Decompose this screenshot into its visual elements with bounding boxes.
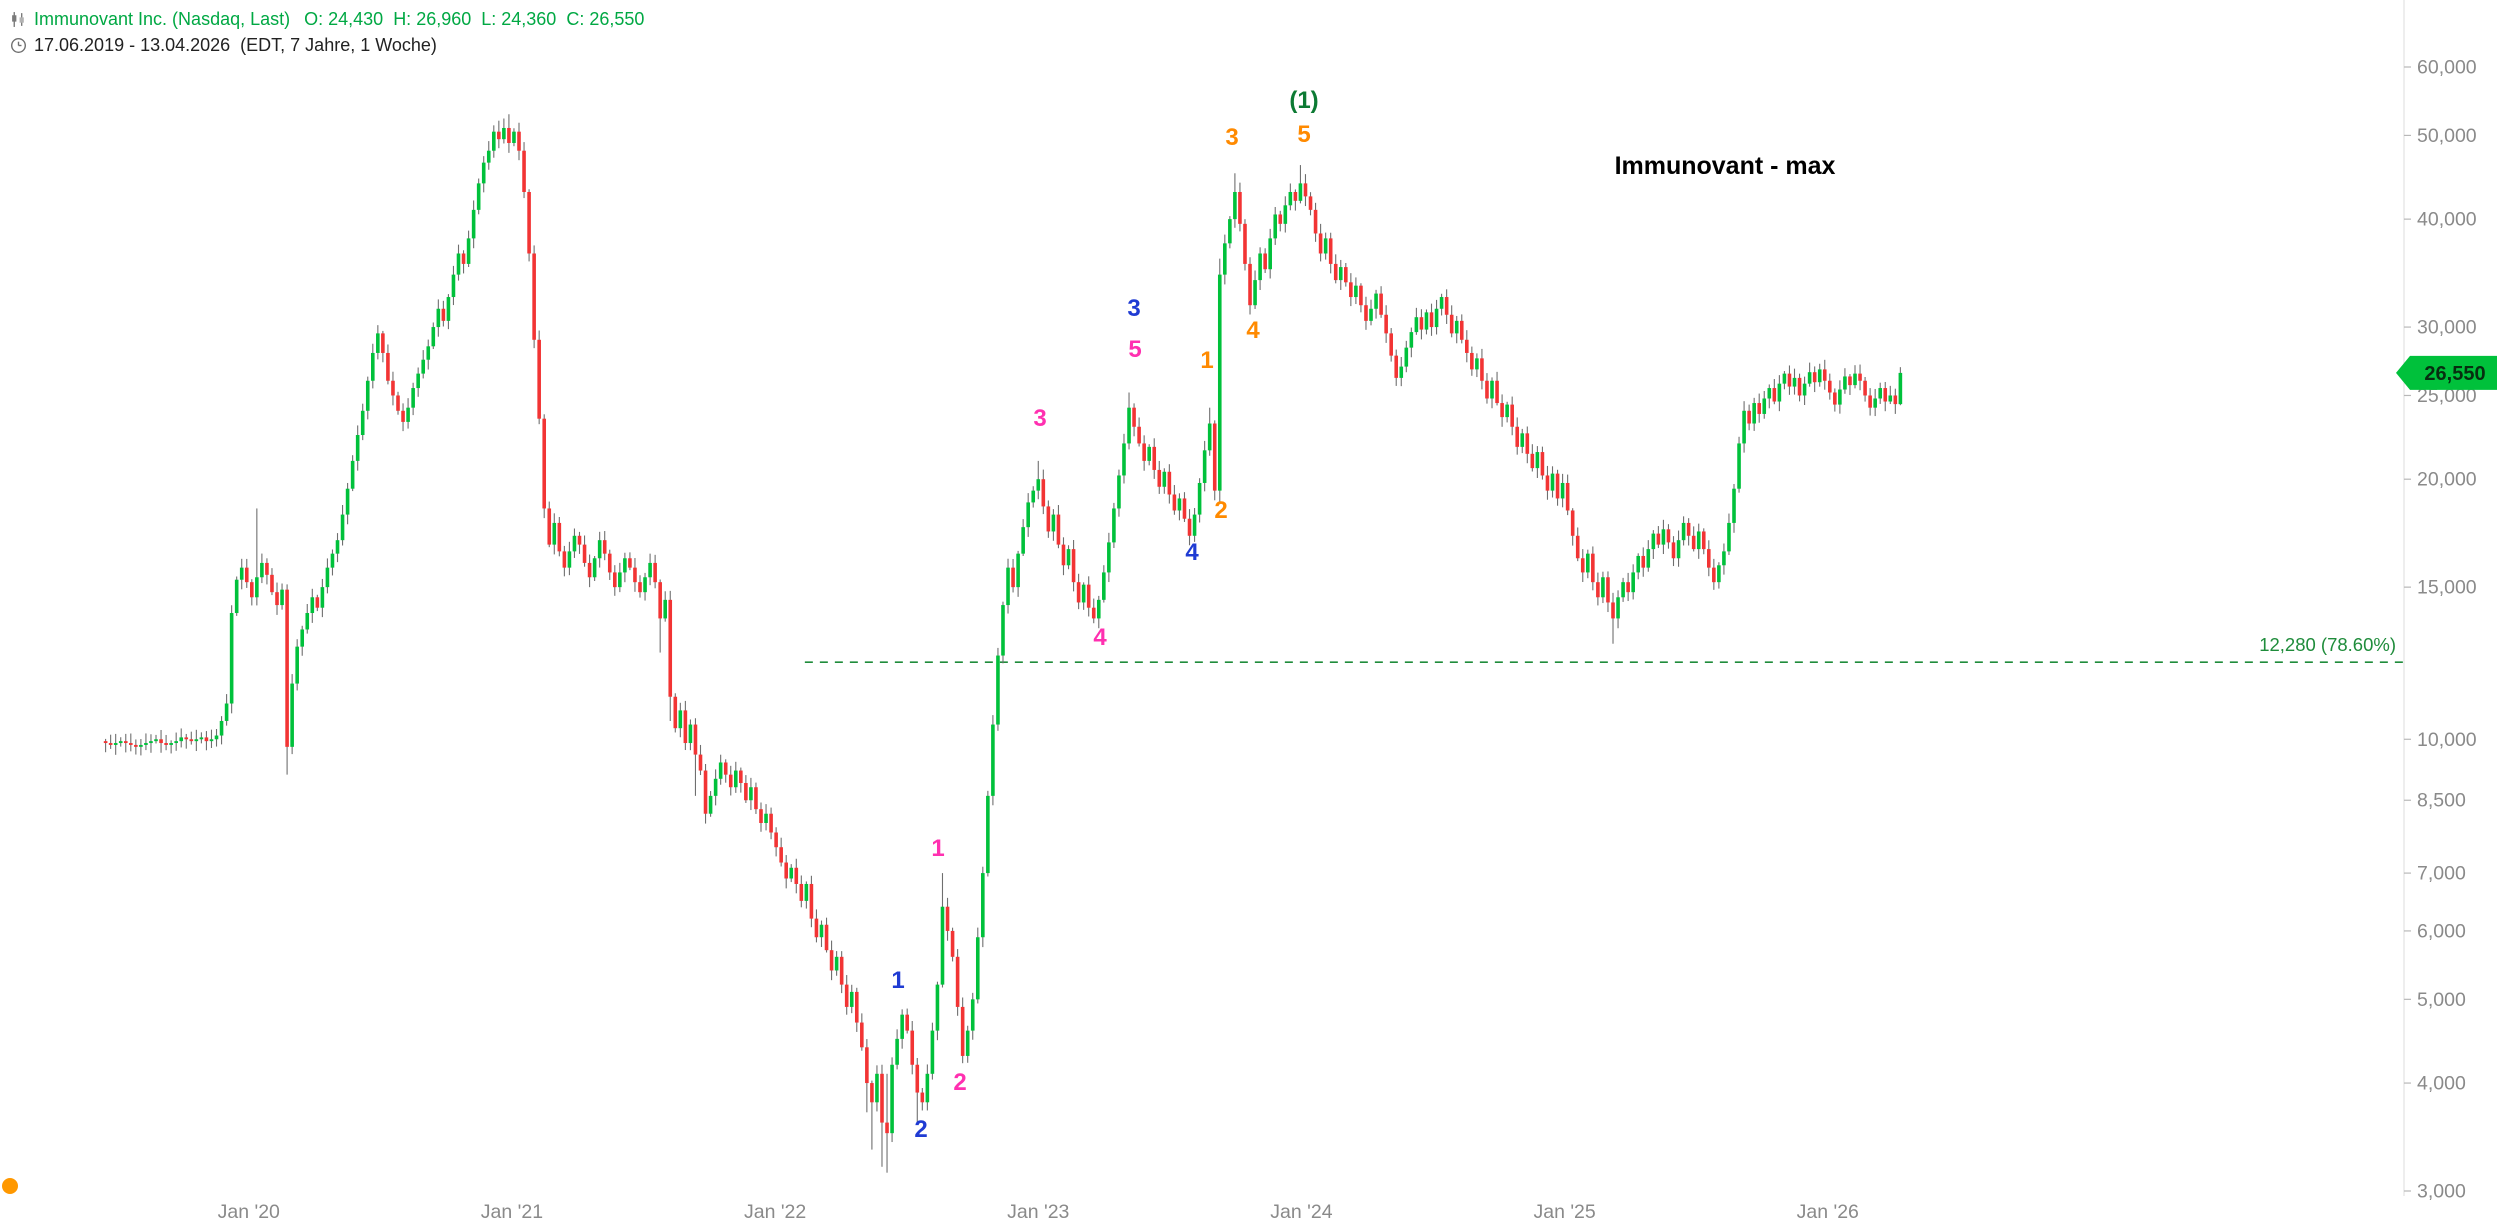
wave-label-4[interactable]: 4 <box>1093 624 1107 651</box>
wave-label-5[interactable]: 5 <box>1297 121 1310 148</box>
timeframe: (EDT, 7 Jahre, 1 Woche) <box>240 34 437 55</box>
y-tick-label: 5,000 <box>2417 989 2466 1011</box>
range-line: 17.06.2019 - 13.04.2026 (EDT, 7 Jahre, 1… <box>10 32 644 58</box>
drawing-tool-dot[interactable] <box>2 1178 18 1194</box>
fib-retracement-line[interactable]: 12,280 (78.60%) <box>804 634 2404 664</box>
y-tick-label: 3,000 <box>2417 1180 2466 1202</box>
y-tick-label: 4,000 <box>2417 1073 2466 1095</box>
wave-label-1[interactable]: 1 <box>1200 347 1213 374</box>
wave-label-3[interactable]: 3 <box>1127 295 1140 322</box>
wave-label-4[interactable]: 4 <box>1246 317 1260 344</box>
chart-watermark-title: Immunovant - max <box>1615 152 1836 180</box>
wave-label-4[interactable]: 4 <box>1185 539 1199 566</box>
y-tick-label: 20,000 <box>2417 469 2477 491</box>
ohlc-close: C: 26,550 <box>566 8 645 29</box>
ohlc-open: O: 24,430 <box>304 8 384 29</box>
y-tick-label: 8,500 <box>2417 790 2466 812</box>
x-tick-label: Jan '22 <box>744 1201 806 1223</box>
instrument-line: Immunovant Inc. (Nasdaq, Last) O: 24,430… <box>10 6 644 32</box>
candlestick-icon <box>10 11 27 28</box>
y-tick-label: 25,000 <box>2417 385 2477 407</box>
clock-icon <box>10 37 27 54</box>
date-range: 17.06.2019 - 13.04.2026 <box>34 34 231 55</box>
x-tick-label: Jan '24 <box>1270 1201 1332 1223</box>
chart-header: Immunovant Inc. (Nasdaq, Last) O: 24,430… <box>10 6 644 58</box>
wave-label-1[interactable]: 1 <box>891 967 904 994</box>
y-tick-label: 50,000 <box>2417 125 2477 147</box>
wave-label-(1)[interactable]: (1) <box>1289 87 1318 114</box>
y-tick-label: 15,000 <box>2417 577 2477 599</box>
wave-label-2[interactable]: 2 <box>914 1116 927 1143</box>
wave-label-3[interactable]: 3 <box>1033 405 1046 432</box>
last-price-badge: 26,550 <box>2396 355 2497 390</box>
wave-label-3[interactable]: 3 <box>1225 124 1238 151</box>
ohlc-low: L: 24,360 <box>481 8 557 29</box>
y-tick-label: 6,000 <box>2417 920 2466 942</box>
elliott-wave-labels[interactable]: 1 2 1 2 3 4 5 3 4 1 2 3 4 5 (1) <box>891 87 1318 1143</box>
y-tick-label: 7,000 <box>2417 863 2466 885</box>
wave-label-2[interactable]: 2 <box>1214 497 1227 524</box>
y-tick-label: 40,000 <box>2417 209 2477 231</box>
ohlc-high: H: 26,960 <box>393 8 472 29</box>
x-tick-label: Jan '21 <box>481 1201 543 1223</box>
x-tick-label: Jan '23 <box>1007 1201 1069 1223</box>
fib-level-label: 12,280 (78.60%) <box>2259 634 2396 655</box>
instrument-name: Immunovant Inc. (Nasdaq, Last) <box>34 8 291 29</box>
x-tick-label: Jan '25 <box>1533 1201 1595 1223</box>
wave-label-5[interactable]: 5 <box>1128 336 1141 363</box>
y-tick-label: 10,000 <box>2417 729 2477 751</box>
x-tick-label: Jan '26 <box>1797 1201 1859 1223</box>
wave-label-1[interactable]: 1 <box>931 835 944 862</box>
y-tick-label: 30,000 <box>2417 317 2477 339</box>
y-tick-label: 60,000 <box>2417 57 2477 79</box>
candles-layer <box>103 114 1903 1173</box>
x-axis[interactable]: Jan '20 Jan '21 Jan '22 Jan '23 Jan '24 Jan '… <box>218 1201 1859 1223</box>
wave-label-2[interactable]: 2 <box>953 1069 966 1096</box>
last-price-label: 26,550 <box>2424 363 2485 385</box>
x-tick-label: Jan '20 <box>218 1201 280 1223</box>
y-axis[interactable]: 60,000 50,000 40,000 30,000 25,000 20,000 15,0… <box>2403 0 2477 1202</box>
